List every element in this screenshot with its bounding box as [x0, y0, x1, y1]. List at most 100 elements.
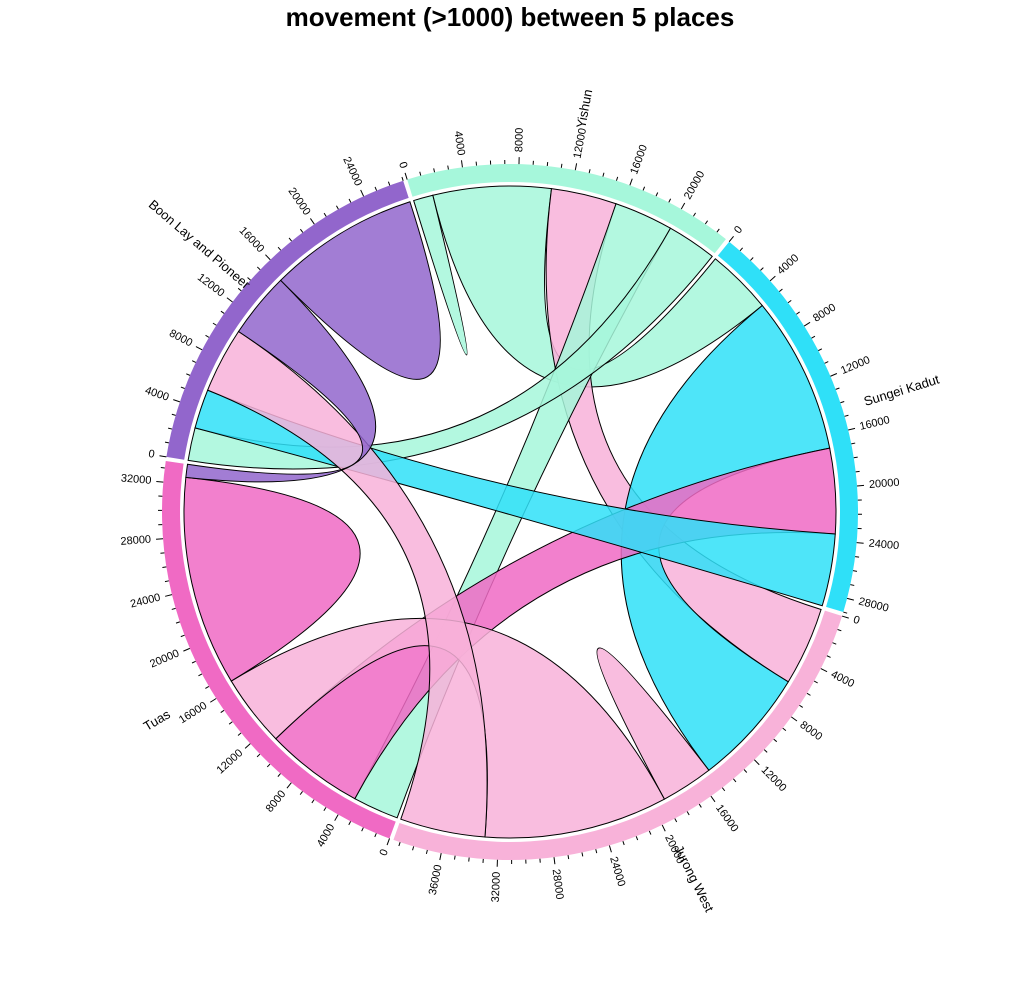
tick-mark — [680, 202, 686, 210]
tick-mark — [796, 311, 800, 315]
tick-mark — [244, 743, 251, 749]
tick-label: 4000 — [143, 385, 170, 404]
tick-mark — [698, 803, 702, 808]
ribbon-tuas-to-boon-lay-and-pioneer — [185, 279, 376, 483]
tick-mark — [642, 186, 646, 191]
tick-mark — [309, 218, 315, 225]
group-arcs — [162, 163, 859, 861]
tick-mark — [743, 769, 748, 773]
tick-mark — [210, 698, 217, 703]
tick-mark — [265, 254, 271, 261]
tick-mark — [404, 172, 408, 180]
tick-mark — [791, 716, 798, 722]
tick-mark — [799, 704, 804, 708]
tick-mark — [374, 186, 378, 191]
tick-label: 16000 — [237, 225, 267, 255]
tick-mark — [433, 168, 436, 173]
tick-mark — [844, 414, 849, 417]
tick-label: 4000 — [829, 668, 856, 690]
tick-mark — [228, 721, 233, 725]
group-label-yishun: Yishun — [573, 88, 595, 129]
tick-mark — [220, 310, 225, 314]
tick-mark — [311, 799, 315, 804]
tick-mark — [655, 192, 659, 197]
tick-mark — [693, 212, 696, 217]
tick-mark — [160, 466, 165, 469]
tick-mark — [180, 386, 185, 389]
group-label-sungei-kadut: Sungei Kadut — [862, 371, 941, 408]
tick-mark — [567, 855, 570, 860]
group-label-tuas: Tuas — [141, 706, 174, 734]
tick-mark — [156, 538, 164, 540]
tick-label: 0 — [732, 224, 745, 236]
tick-mark — [553, 857, 556, 865]
tick-mark — [205, 685, 210, 689]
tick-label: 24000 — [868, 538, 900, 553]
tick-label: 4000 — [452, 130, 467, 156]
tick-mark — [286, 782, 292, 789]
tick-mark — [348, 821, 352, 826]
tick-mark — [454, 855, 456, 860]
tick-mark — [180, 634, 185, 638]
tick-mark — [401, 176, 404, 181]
tick-mark — [164, 580, 169, 583]
chart-title: movement (>1000) between 5 places — [285, 2, 735, 32]
tick-label: 8000 — [811, 301, 838, 324]
tick-mark — [739, 247, 744, 252]
tick-mark — [159, 455, 167, 458]
tick-label: 0 — [396, 160, 409, 169]
tick-label: 24000 — [340, 155, 364, 188]
tick-mark — [220, 709, 225, 713]
tick-mark — [323, 807, 327, 812]
tick-label: 16000 — [628, 143, 650, 176]
tick-mark — [162, 566, 167, 568]
tick-mark — [164, 441, 170, 444]
group-arc-jurong-west — [393, 610, 843, 861]
tick-mark — [848, 427, 856, 431]
tick-label: 0 — [148, 448, 156, 461]
tick-mark — [439, 853, 442, 861]
tick-mark — [247, 277, 251, 281]
tick-mark — [412, 846, 415, 851]
tick-label: 36000 — [427, 864, 445, 896]
ribbons — [183, 185, 837, 839]
tick-mark — [622, 841, 625, 846]
tick-mark — [360, 189, 365, 197]
tick-mark — [629, 178, 633, 186]
tick-mark — [850, 584, 855, 586]
tick-mark — [635, 836, 639, 841]
tick-label: 16000 — [713, 802, 740, 834]
tick-label: 8000 — [167, 327, 194, 349]
tick-mark — [323, 212, 327, 217]
tick-mark — [588, 169, 591, 174]
tick-mark — [661, 824, 666, 832]
tick-mark — [750, 257, 754, 261]
tick-mark — [198, 673, 203, 677]
tick-mark — [168, 427, 173, 430]
tick-label: 28000 — [120, 534, 151, 548]
group-arc-sungei-kadut — [717, 241, 859, 613]
tick-label: 8000 — [264, 788, 289, 815]
tick-mark — [460, 160, 463, 168]
tick-mark — [299, 228, 304, 233]
tick-label: 20000 — [869, 477, 900, 491]
tick-label: 16000 — [858, 414, 891, 433]
tick-mark — [574, 163, 578, 171]
tick-label: 28000 — [857, 595, 890, 614]
tick-mark — [856, 542, 864, 544]
tick-mark — [191, 660, 196, 664]
tick-mark — [732, 778, 737, 783]
tick-mark — [704, 220, 709, 225]
tick-label: 16000 — [177, 700, 209, 727]
tick-mark — [608, 845, 612, 853]
tick-mark — [686, 811, 690, 816]
tick-label: 12000 — [195, 271, 227, 299]
tick-mark — [760, 267, 764, 271]
tick-label: 20000 — [148, 647, 181, 670]
tick-mark — [387, 181, 391, 186]
tick-mark — [852, 570, 858, 572]
tick-mark — [668, 198, 672, 203]
tick-mark — [846, 597, 855, 601]
tick-mark — [595, 849, 598, 854]
